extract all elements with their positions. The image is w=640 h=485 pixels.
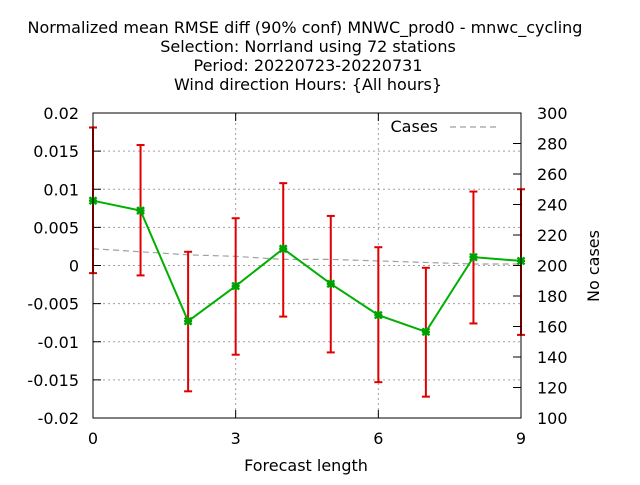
axis-ticks — [92, 112, 522, 419]
title-line-1: Normalized mean RMSE diff (90% conf) MNW… — [28, 18, 583, 38]
y2-tick-label: 200 — [537, 257, 568, 276]
y-tick-label: -0.02 — [38, 409, 79, 428]
y-tick-label: -0.005 — [27, 295, 79, 314]
y2-tick-label: 260 — [537, 165, 568, 184]
y2-tick-label: 280 — [537, 135, 568, 154]
x-tick-label: 3 — [231, 429, 241, 448]
data-point — [278, 244, 288, 254]
main-line — [92, 199, 522, 334]
data-point — [421, 327, 431, 337]
cases-line — [92, 248, 521, 265]
data-point — [183, 316, 193, 326]
y2-tick-label: 220 — [537, 226, 568, 245]
y2-axis-label: No cases — [584, 230, 603, 302]
y-tick-label: 0 — [69, 257, 79, 276]
chart-title: Normalized mean RMSE diff (90% conf) MNW… — [28, 18, 583, 94]
title-line-3: Period: 20220723-20220731 — [193, 56, 422, 75]
data-point — [231, 281, 241, 291]
y2-tick-label: 160 — [537, 318, 568, 337]
main-series — [92, 199, 522, 334]
y2-tick-label: 300 — [537, 104, 568, 123]
x-axis: 0 3 6 9 — [88, 429, 526, 448]
data-point — [326, 279, 336, 289]
data-point — [136, 206, 145, 215]
legend-label-cases: Cases — [391, 117, 439, 136]
y-tick-label: -0.01 — [38, 333, 79, 352]
y2-tick-label: 240 — [537, 196, 568, 215]
y-tick-label: 0.02 — [43, 104, 79, 123]
data-point — [469, 252, 478, 262]
x-tick-label: 9 — [516, 429, 526, 448]
y2-tick-label: 100 — [537, 409, 568, 428]
y2-tick-label: 180 — [537, 287, 568, 306]
y-tick-label: 0.015 — [33, 142, 79, 161]
x-axis-label: Forecast length — [244, 456, 368, 475]
error-bars — [89, 126, 525, 398]
x-tick-label: 6 — [373, 429, 383, 448]
legend: Cases — [391, 117, 498, 136]
y-tick-label: 0.01 — [43, 180, 79, 199]
y2-tick-label: 120 — [537, 379, 568, 398]
y-axis-left: 0.02 0.015 0.01 0.005 0 -0.005 -0.01 -0.015 -0.0… — [27, 104, 79, 428]
y-tick-label: -0.015 — [27, 371, 79, 390]
x-tick-label: 0 — [88, 429, 98, 448]
y2-tick-label: 140 — [537, 348, 568, 367]
title-line-2: Selection: Norrland using 72 stations — [160, 37, 456, 56]
title-line-4: Wind direction Hours: {All hours} — [174, 75, 442, 94]
data-point — [373, 310, 383, 320]
cases-series — [92, 248, 521, 265]
y-axis-right: 300 280 260 240 220 200 180 160 140 120 100 — [537, 104, 568, 428]
y-tick-label: 0.005 — [33, 218, 79, 237]
